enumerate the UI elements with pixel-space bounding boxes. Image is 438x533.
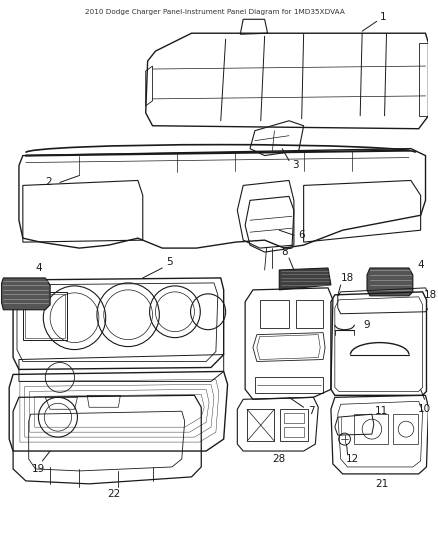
Polygon shape <box>367 268 413 296</box>
Text: 5: 5 <box>166 257 173 267</box>
Text: 28: 28 <box>272 454 286 464</box>
Text: 3: 3 <box>293 159 299 169</box>
Text: 18: 18 <box>341 273 354 283</box>
Text: 21: 21 <box>375 479 388 489</box>
Text: 11: 11 <box>375 406 388 416</box>
Bar <box>354 414 389 444</box>
Text: 6: 6 <box>298 230 305 240</box>
Text: 10: 10 <box>418 404 431 414</box>
Bar <box>280 409 307 441</box>
Bar <box>284 413 304 423</box>
Bar <box>23 292 67 340</box>
Polygon shape <box>1 278 50 310</box>
Text: 8: 8 <box>281 247 287 257</box>
Bar <box>296 300 323 328</box>
Text: 22: 22 <box>107 489 120 499</box>
Bar <box>260 300 289 328</box>
Bar <box>255 377 323 393</box>
Bar <box>247 409 274 441</box>
Text: 19: 19 <box>32 464 45 474</box>
Text: 2: 2 <box>45 177 52 188</box>
Bar <box>393 414 418 444</box>
Text: 18: 18 <box>424 290 437 300</box>
Text: 9: 9 <box>364 320 370 330</box>
Polygon shape <box>279 268 331 290</box>
Bar <box>284 427 304 437</box>
Text: 2010 Dodge Charger Panel-Instrument Panel Diagram for 1MD35XDVAA: 2010 Dodge Charger Panel-Instrument Pane… <box>85 10 345 15</box>
Text: 12: 12 <box>346 454 359 464</box>
Text: 4: 4 <box>417 260 424 270</box>
Text: 4: 4 <box>35 263 42 273</box>
Text: 7: 7 <box>308 406 315 416</box>
Text: 1: 1 <box>380 12 387 22</box>
Bar <box>25 294 65 337</box>
